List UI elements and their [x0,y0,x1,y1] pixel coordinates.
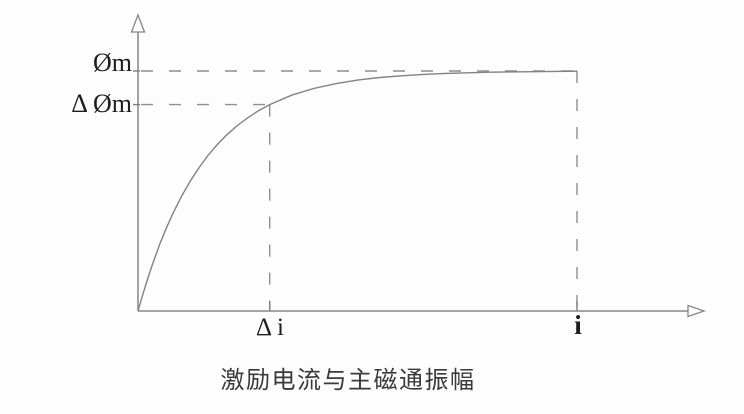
y-tick-label-phi-m: Øm [93,48,132,77]
x-axis-arrow-icon [687,304,706,318]
x-tick-label-delta-i: Δ i [256,314,284,341]
flux-curve [137,70,578,312]
y-tick-label-delta-phi-m: Δ Øm [71,89,132,118]
x-tick-label-i: i [574,310,582,340]
y-axis-arrow-icon [130,13,146,33]
figure-caption: 激励电流与主磁通振幅 [220,368,476,394]
